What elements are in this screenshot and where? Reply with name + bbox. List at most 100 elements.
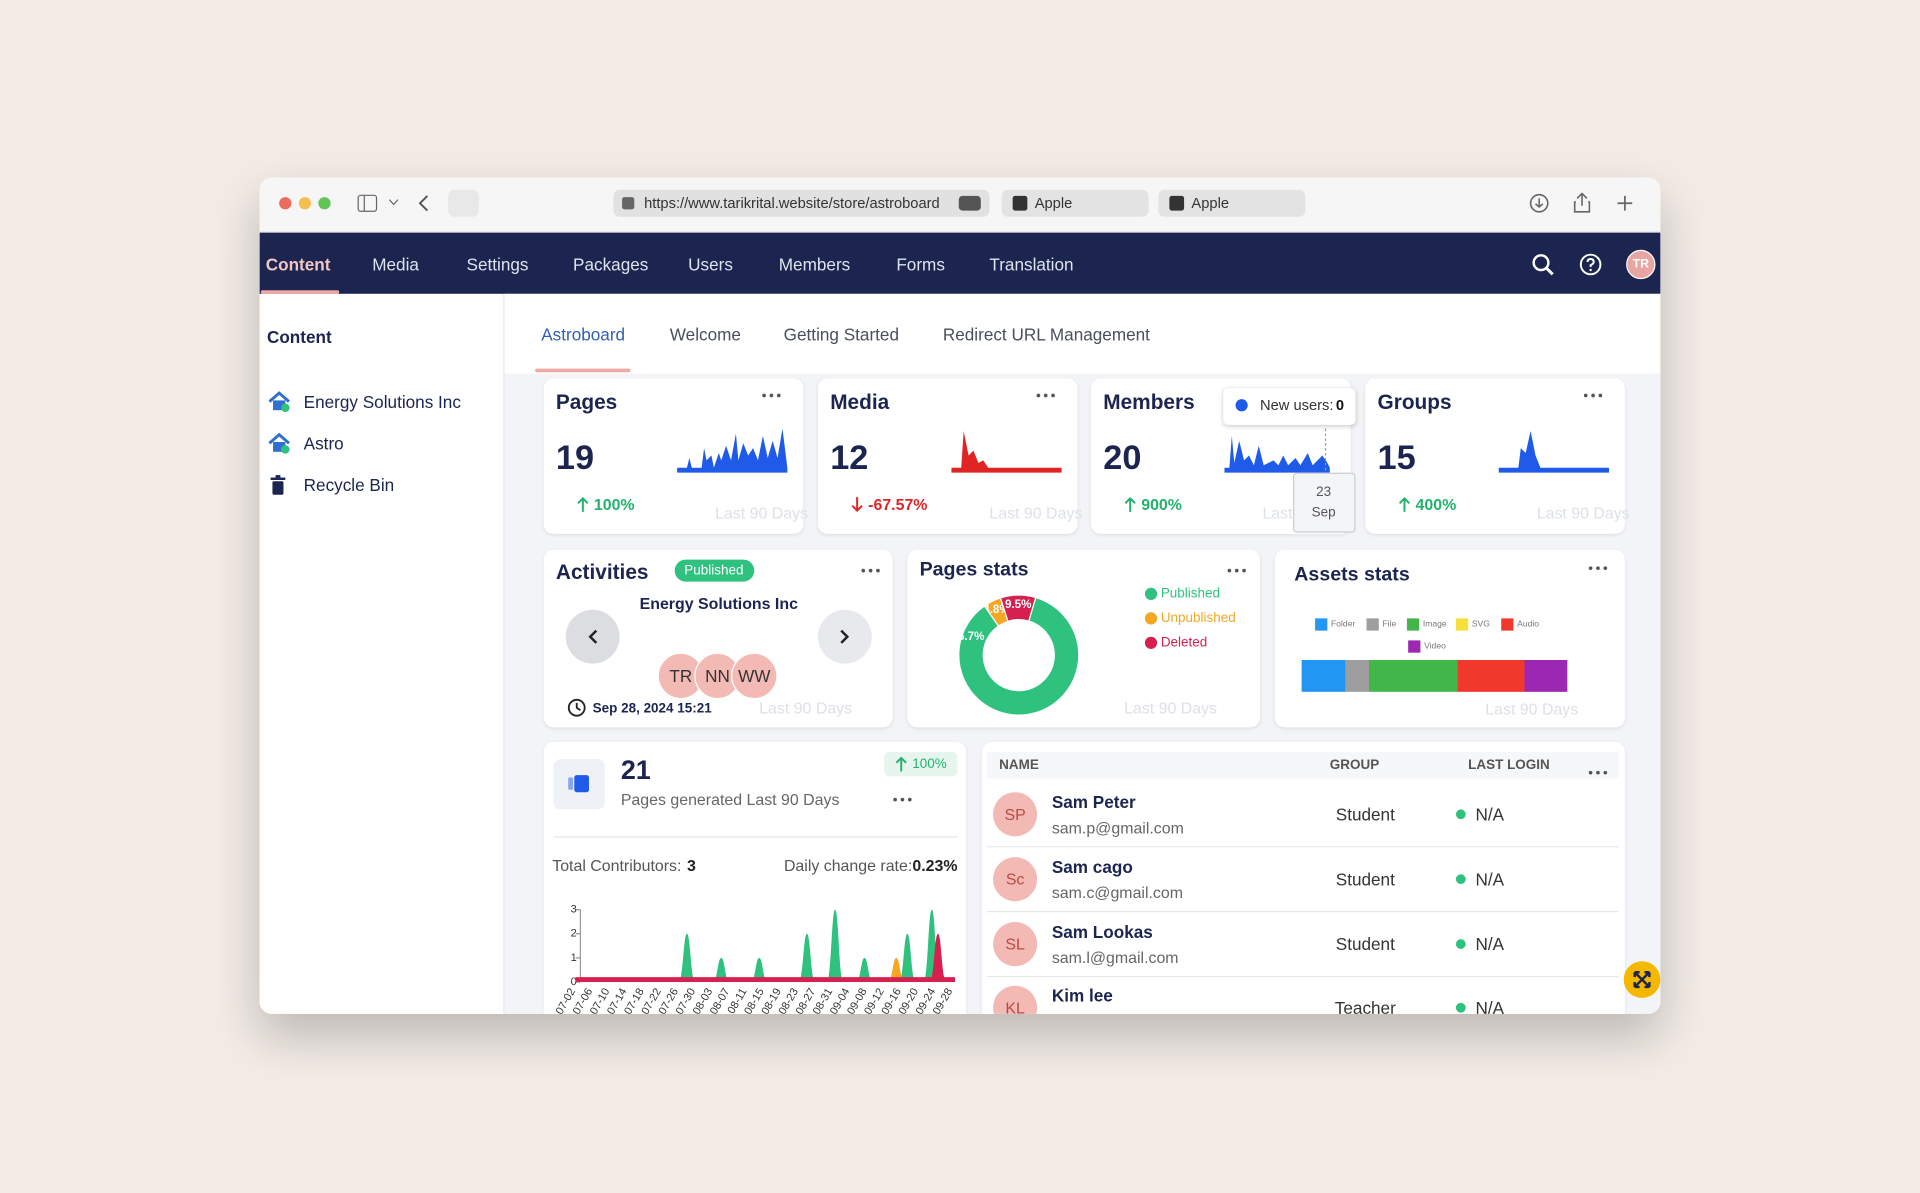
nav-item[interactable]: Translation bbox=[989, 254, 1074, 275]
legend-swatch bbox=[1455, 618, 1469, 631]
nav-item[interactable]: Users bbox=[688, 254, 733, 275]
icon-part bbox=[1545, 267, 1554, 276]
icon-part bbox=[1596, 566, 1600, 571]
icon-part bbox=[388, 199, 399, 206]
icon-part bbox=[568, 777, 574, 790]
icon-part bbox=[1617, 195, 1633, 211]
row-divider bbox=[986, 975, 1619, 978]
avatar-initials: WW bbox=[738, 666, 771, 686]
sidebar-item[interactable]: Recycle Bin bbox=[303, 475, 395, 495]
subtab[interactable]: Welcome bbox=[669, 324, 741, 345]
next-button[interactable] bbox=[817, 609, 872, 664]
donut-segment bbox=[958, 596, 1080, 716]
url-text: https://www.tarikrital.website/store/ast… bbox=[644, 194, 940, 212]
stat-value: 12 bbox=[830, 438, 869, 477]
blank-button[interactable] bbox=[448, 189, 479, 217]
icon-part bbox=[1043, 393, 1048, 398]
avatar-initials: Sc bbox=[1005, 870, 1025, 889]
nav-item[interactable]: Settings bbox=[466, 254, 529, 275]
subtab[interactable]: Getting Started bbox=[783, 324, 899, 345]
nav-item[interactable]: Media bbox=[372, 254, 419, 275]
more-menu bbox=[893, 797, 912, 802]
icon-part bbox=[900, 797, 905, 802]
legend-label: Video bbox=[1424, 642, 1446, 651]
icon-part bbox=[1398, 496, 1411, 512]
icon-part bbox=[895, 756, 907, 772]
user-email: sam.l@gmail.com bbox=[1051, 948, 1179, 967]
icon-part bbox=[281, 403, 290, 413]
legend-label: File bbox=[1382, 620, 1397, 629]
icon-part bbox=[1124, 496, 1136, 512]
nav-item[interactable]: Forms bbox=[896, 254, 945, 275]
icon-part bbox=[1498, 431, 1609, 473]
icon-part bbox=[574, 775, 589, 793]
card-title: Pages stats bbox=[919, 559, 1029, 581]
chevron-left bbox=[588, 629, 598, 644]
contribution-peak bbox=[678, 933, 696, 983]
icon-part bbox=[1596, 770, 1600, 775]
icon-part bbox=[1603, 770, 1608, 775]
sidebar-item[interactable]: Energy Solutions Inc bbox=[303, 391, 461, 412]
icon-part bbox=[1588, 566, 1593, 571]
trend-arrow bbox=[895, 756, 907, 772]
icon-part bbox=[1589, 268, 1592, 272]
more-menu bbox=[1588, 566, 1608, 571]
stat-change: -67.57% bbox=[868, 495, 928, 514]
card-title: Activities bbox=[555, 560, 649, 585]
icon-part bbox=[1603, 566, 1608, 571]
icon-part bbox=[776, 393, 781, 398]
timestamp: Sep 28, 2024 15:21 bbox=[592, 701, 712, 717]
asset-bar-segment bbox=[1301, 660, 1346, 692]
chevron-right bbox=[840, 629, 850, 644]
icon-part bbox=[907, 797, 912, 802]
tooltip-dot bbox=[1235, 399, 1248, 412]
avatar-initials: SP bbox=[1004, 805, 1026, 824]
card-title: Groups bbox=[1377, 390, 1452, 414]
pages-icon bbox=[568, 775, 589, 793]
contribution-peak bbox=[750, 957, 768, 983]
sparkline bbox=[1498, 431, 1609, 473]
status-dot bbox=[1455, 1002, 1466, 1013]
window-control[interactable] bbox=[279, 197, 292, 210]
legend-label: Folder bbox=[1331, 620, 1356, 629]
user-avatar[interactable] bbox=[1626, 249, 1656, 280]
legend-label: Audio bbox=[1517, 620, 1540, 629]
url-bar[interactable] bbox=[613, 189, 990, 217]
expand-icon bbox=[1633, 971, 1651, 989]
trend-arrow bbox=[1398, 496, 1411, 512]
icon-part bbox=[1224, 435, 1330, 473]
window-control[interactable] bbox=[298, 197, 312, 210]
icon-part bbox=[1583, 393, 1588, 398]
contribution-peak bbox=[929, 933, 947, 983]
prev-button[interactable] bbox=[565, 609, 620, 664]
row-divider bbox=[986, 846, 1619, 848]
icon-part bbox=[677, 428, 788, 473]
nav-item[interactable]: Content bbox=[265, 254, 331, 275]
card-title: Pages bbox=[555, 390, 618, 414]
nav-item[interactable]: Members bbox=[778, 254, 851, 275]
user-avatar bbox=[993, 922, 1038, 967]
tooltip-value: 0 bbox=[1335, 396, 1345, 414]
nav-item[interactable]: Packages bbox=[573, 254, 649, 275]
legend-swatch bbox=[1144, 587, 1158, 601]
y-tick-label: 0 bbox=[571, 976, 577, 988]
window-control[interactable] bbox=[318, 197, 331, 210]
status-dot bbox=[1455, 939, 1466, 949]
sidebar-item[interactable]: Astro bbox=[303, 433, 344, 454]
assets-stats-card bbox=[1274, 549, 1625, 728]
sparkline bbox=[677, 428, 788, 473]
back-button bbox=[418, 195, 429, 212]
card-title: Members bbox=[1103, 390, 1195, 414]
avatar-initials: NN bbox=[705, 666, 730, 686]
icon-part bbox=[270, 477, 286, 481]
divider bbox=[553, 836, 958, 838]
user-email: sam.p@gmail.com bbox=[1051, 818, 1184, 837]
more-menu bbox=[762, 393, 781, 398]
icon-part bbox=[769, 393, 774, 398]
legend-swatch bbox=[1406, 618, 1420, 631]
sidebar-title: Content bbox=[266, 326, 332, 347]
subtab[interactable]: Redirect URL Management bbox=[942, 324, 1150, 345]
card-title: Assets stats bbox=[1294, 564, 1410, 586]
contribution-peak bbox=[855, 957, 874, 983]
subtab[interactable]: Astroboard bbox=[541, 324, 626, 345]
